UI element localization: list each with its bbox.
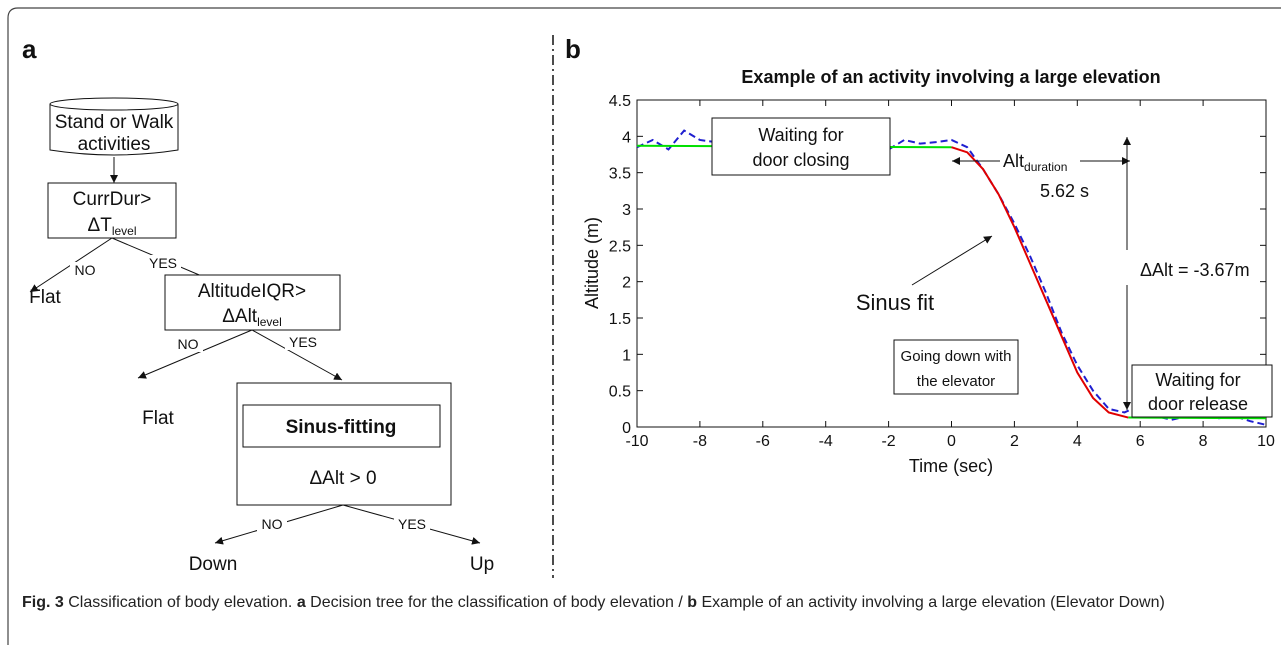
y-tick-label: 4.5 <box>609 93 631 110</box>
subscript: level <box>112 224 137 238</box>
label-bg <box>70 262 100 278</box>
annotation: Waiting for <box>758 125 843 145</box>
x-tick-label: -10 <box>625 433 648 450</box>
y-tick-label: 3.5 <box>609 166 631 183</box>
x-axis-label: Time (sec) <box>909 456 993 476</box>
edge-label: NO <box>75 262 96 278</box>
node-text: AltitudeIQR> <box>198 281 306 302</box>
symbol: ΔAlt <box>222 306 258 327</box>
x-tick-label: -8 <box>693 433 707 450</box>
series-line <box>951 146 1129 419</box>
annotation: ΔAlt = -3.67m <box>1140 260 1250 280</box>
node-box <box>47 182 177 239</box>
caption-title: Classification of body elevation. <box>68 594 293 611</box>
series-line <box>1128 416 1267 420</box>
panel-label: a <box>22 34 37 64</box>
subscript: duration <box>1024 160 1067 174</box>
leaf: Flat <box>29 287 61 308</box>
subscript: level <box>257 315 282 329</box>
symbol: ΔT <box>88 215 113 236</box>
annotation-main: Alt <box>1003 151 1024 171</box>
label-bg <box>145 255 181 271</box>
x-tick-label: -6 <box>756 433 770 450</box>
annotation: 5.62 s <box>1040 181 1089 201</box>
x-tick-label: -4 <box>819 433 833 450</box>
caption: Fig. 3 Classification of body elevation.… <box>22 592 1262 614</box>
annotation: Sinus fit <box>856 290 934 315</box>
node-text: ΔAltlevel <box>222 306 282 329</box>
cylinder-top <box>49 97 179 111</box>
edge-label: YES <box>289 334 317 350</box>
y-tick-label: 1 <box>622 347 631 364</box>
x-tick-label: -2 <box>881 433 895 450</box>
leaf: Up <box>470 554 494 575</box>
node-text: activities <box>78 134 151 155</box>
cylinder <box>49 104 179 156</box>
y-tick-label: 0 <box>622 420 631 437</box>
node-text: ΔAlt > 0 <box>309 468 376 489</box>
annotation-box <box>1131 364 1273 418</box>
edge-label: YES <box>149 255 177 271</box>
chart-title: Example of an activity involving a large… <box>741 67 1160 87</box>
x-tick-label: 6 <box>1136 433 1145 450</box>
annotation: Going down with <box>901 348 1012 365</box>
panel-a: a Stand or Walk activities CurrDur> ΔTle… <box>22 34 494 575</box>
annotation-box <box>893 339 1019 395</box>
panel-label: b <box>565 34 581 64</box>
node-text: CurrDur> <box>73 189 152 210</box>
x-tick-label: 10 <box>1257 433 1275 450</box>
caption-a: a <box>296 594 306 611</box>
annotation: Altduration <box>1003 151 1067 174</box>
annotation: the elevator <box>917 373 995 390</box>
x-tick-label: 0 <box>947 433 956 450</box>
inner-box <box>242 404 441 448</box>
annotation: door release <box>1148 394 1248 414</box>
caption-text: Example of an activity involving a large… <box>701 594 1165 611</box>
node-text: ΔTlevel <box>88 215 137 238</box>
y-tick-label: 3 <box>622 202 631 219</box>
label-bg <box>173 336 203 352</box>
edge-label: YES <box>398 516 426 532</box>
x-tick-label: 8 <box>1199 433 1208 450</box>
arrow <box>911 235 993 286</box>
node-text: Stand or Walk <box>55 112 174 133</box>
y-tick-label: 0.5 <box>609 384 631 401</box>
label-bg <box>394 516 430 532</box>
annotation: Waiting for <box>1155 370 1240 390</box>
annotation: door closing <box>752 150 849 170</box>
y-tick-label: 4 <box>622 129 631 146</box>
panel-b: b Example of an activity involving a lar… <box>565 34 1275 476</box>
y-tick-label: 2 <box>622 275 631 292</box>
label-bg <box>257 516 287 532</box>
node-title: Sinus-fitting <box>286 417 397 438</box>
edge-label: NO <box>262 516 283 532</box>
caption-text: Decision tree for the classification of … <box>310 594 683 611</box>
leaf: Flat <box>142 408 174 429</box>
x-tick-label: 2 <box>1010 433 1019 450</box>
y-tick-label: 1.5 <box>609 311 631 328</box>
y-tick-label: 2.5 <box>609 238 631 255</box>
label-bg <box>285 334 321 350</box>
leaf: Down <box>189 554 238 575</box>
frame <box>7 7 1281 645</box>
y-axis-label: Altitude (m) <box>582 217 602 309</box>
arrow <box>251 329 343 381</box>
arrow <box>137 329 253 379</box>
caption-b: b <box>687 594 698 611</box>
fig-label: Fig. 3 <box>22 594 64 611</box>
annotation-box <box>711 117 891 176</box>
edge-label: NO <box>178 336 199 352</box>
x-tick-label: 4 <box>1073 433 1082 450</box>
